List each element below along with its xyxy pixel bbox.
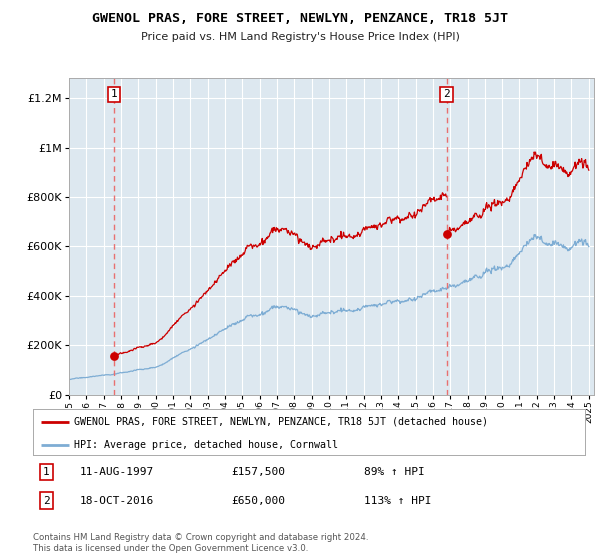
Text: GWENOL PRAS, FORE STREET, NEWLYN, PENZANCE, TR18 5JT: GWENOL PRAS, FORE STREET, NEWLYN, PENZAN… xyxy=(92,12,508,25)
Text: 2: 2 xyxy=(43,496,50,506)
Text: HPI: Average price, detached house, Cornwall: HPI: Average price, detached house, Corn… xyxy=(74,440,338,450)
Text: 1: 1 xyxy=(43,467,50,477)
Text: 11-AUG-1997: 11-AUG-1997 xyxy=(80,467,154,477)
Text: 89% ↑ HPI: 89% ↑ HPI xyxy=(364,467,425,477)
Text: 2: 2 xyxy=(443,90,450,100)
Text: 113% ↑ HPI: 113% ↑ HPI xyxy=(364,496,432,506)
Text: Contains HM Land Registry data © Crown copyright and database right 2024.
This d: Contains HM Land Registry data © Crown c… xyxy=(33,533,368,553)
Text: £650,000: £650,000 xyxy=(232,496,286,506)
Text: Price paid vs. HM Land Registry's House Price Index (HPI): Price paid vs. HM Land Registry's House … xyxy=(140,32,460,43)
Text: 1: 1 xyxy=(111,90,118,100)
Point xyxy=(109,351,119,360)
Text: GWENOL PRAS, FORE STREET, NEWLYN, PENZANCE, TR18 5JT (detached house): GWENOL PRAS, FORE STREET, NEWLYN, PENZAN… xyxy=(74,417,488,427)
Text: 18-OCT-2016: 18-OCT-2016 xyxy=(80,496,154,506)
Point xyxy=(442,230,451,239)
Text: £157,500: £157,500 xyxy=(232,467,286,477)
